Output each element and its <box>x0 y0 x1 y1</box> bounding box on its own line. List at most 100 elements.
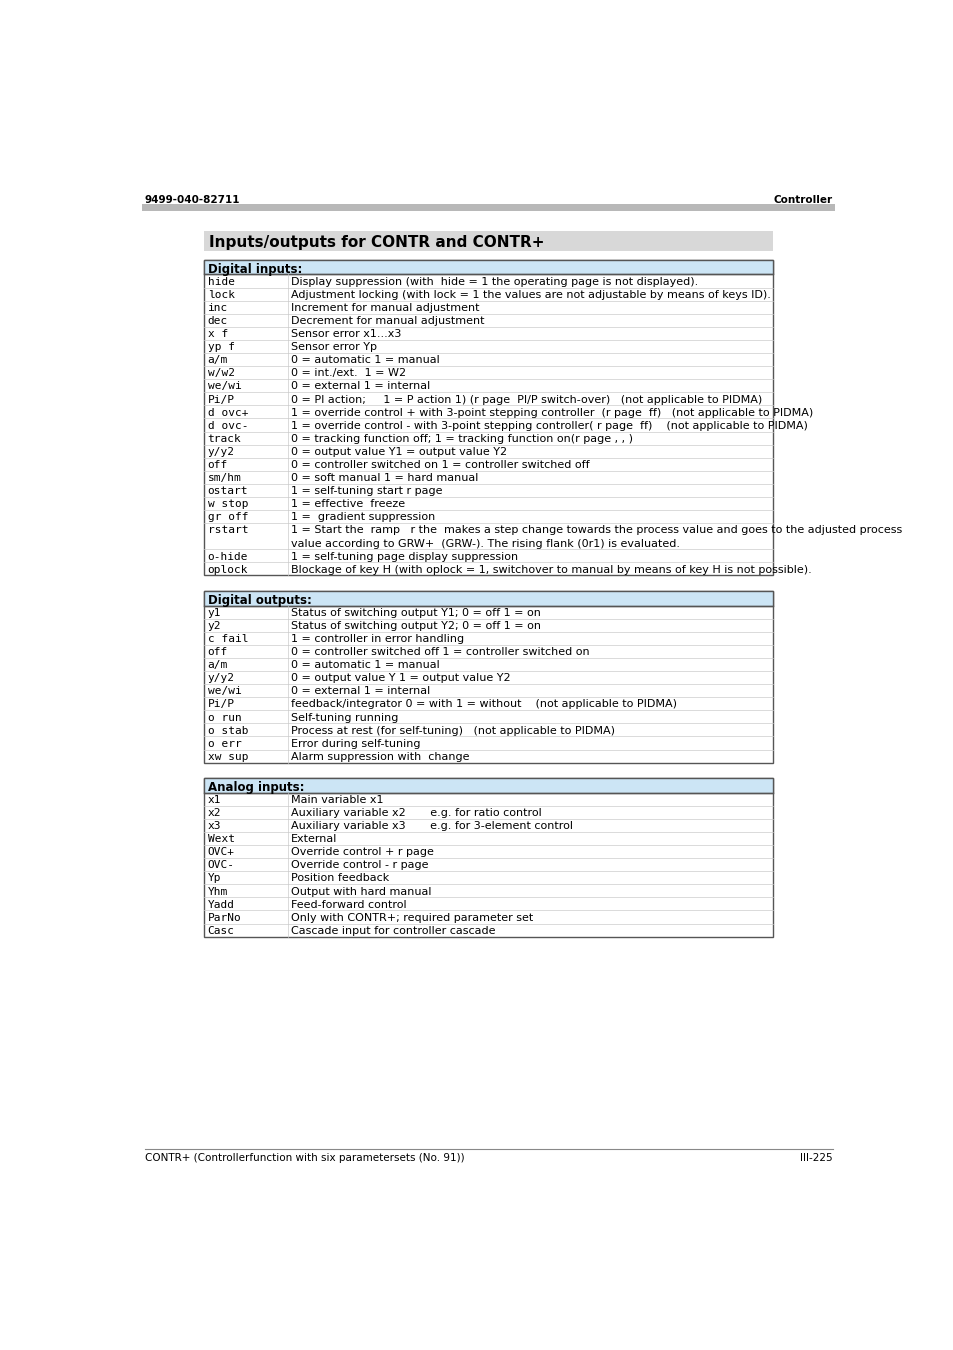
Text: o err: o err <box>208 738 241 749</box>
Text: oplock: oplock <box>208 564 248 575</box>
Text: dec: dec <box>208 316 228 325</box>
Text: OVC-: OVC- <box>208 860 234 871</box>
Text: Yadd: Yadd <box>208 899 234 910</box>
Text: Sensor error Yp: Sensor error Yp <box>291 342 376 352</box>
Text: hide: hide <box>208 277 234 286</box>
Text: w/w2: w/w2 <box>208 369 234 378</box>
Text: off: off <box>208 647 228 657</box>
Text: d ovc+: d ovc+ <box>208 408 248 417</box>
Text: Adjustment locking (with lock = 1 the values are not adjustable by means of keys: Adjustment locking (with lock = 1 the va… <box>291 290 770 300</box>
Text: sm/hm: sm/hm <box>208 472 241 483</box>
Text: Increment for manual adjustment: Increment for manual adjustment <box>291 302 479 313</box>
Text: ostart: ostart <box>208 486 248 497</box>
Bar <box>142 204 835 211</box>
Text: Wext: Wext <box>208 834 234 844</box>
Text: y2: y2 <box>208 621 221 630</box>
Text: 0 = controller switched off 1 = controller switched on: 0 = controller switched off 1 = controll… <box>291 647 589 657</box>
Text: y/y2: y/y2 <box>208 674 234 683</box>
Text: Yhm: Yhm <box>208 887 228 896</box>
Text: 0 = external 1 = internal: 0 = external 1 = internal <box>291 382 430 391</box>
Text: w stop: w stop <box>208 500 248 509</box>
Text: Display suppression (with  hide = 1 the operating page is not displayed).: Display suppression (with hide = 1 the o… <box>291 277 698 286</box>
Text: Output with hard manual: Output with hard manual <box>291 887 432 896</box>
Text: Casc: Casc <box>208 926 234 936</box>
Text: 0 = external 1 = internal: 0 = external 1 = internal <box>291 686 430 697</box>
Text: x2: x2 <box>208 809 221 818</box>
Text: Sensor error x1...x3: Sensor error x1...x3 <box>291 329 401 339</box>
Text: 0 = controller switched on 1 = controller switched off: 0 = controller switched on 1 = controlle… <box>291 460 589 470</box>
Text: o stab: o stab <box>208 726 248 736</box>
Text: 1 = override control - with 3-point stepping controller( r page  ff)    (not app: 1 = override control - with 3-point step… <box>291 421 807 431</box>
Text: c fail: c fail <box>208 634 248 644</box>
Text: Status of switching output Y1; 0 = off 1 = on: Status of switching output Y1; 0 = off 1… <box>291 608 540 618</box>
Bar <box>204 259 773 274</box>
Text: 0 = soft manual 1 = hard manual: 0 = soft manual 1 = hard manual <box>291 472 478 483</box>
Text: CONTR+ (Controllerfunction with six parametersets (No. 91)): CONTR+ (Controllerfunction with six para… <box>145 1153 464 1162</box>
Text: Decrement for manual adjustment: Decrement for manual adjustment <box>291 316 484 325</box>
Text: xw sup: xw sup <box>208 752 248 761</box>
Text: rstart: rstart <box>208 525 248 536</box>
Text: 0 = PI action;     1 = P action 1) (r page  PI/P switch-over)   (not applicable : 0 = PI action; 1 = P action 1) (r page P… <box>291 394 761 405</box>
Text: Override control + r page: Override control + r page <box>291 848 434 857</box>
Text: we/wi: we/wi <box>208 382 241 391</box>
Bar <box>204 778 773 792</box>
Text: we/wi: we/wi <box>208 686 241 697</box>
Text: a/m: a/m <box>208 355 228 366</box>
Text: 1 = effective  freeze: 1 = effective freeze <box>291 500 405 509</box>
Text: Digital inputs:: Digital inputs: <box>208 263 302 275</box>
Text: yp f: yp f <box>208 342 234 352</box>
Text: off: off <box>208 460 228 470</box>
Text: y1: y1 <box>208 608 221 618</box>
Text: Analog inputs:: Analog inputs: <box>208 782 305 794</box>
Text: 0 = output value Y 1 = output value Y2: 0 = output value Y 1 = output value Y2 <box>291 674 510 683</box>
Text: Cascade input for controller cascade: Cascade input for controller cascade <box>291 926 496 936</box>
Text: Feed-forward control: Feed-forward control <box>291 899 406 910</box>
Text: 0 = automatic 1 = manual: 0 = automatic 1 = manual <box>291 355 439 366</box>
Text: Controller: Controller <box>773 196 832 205</box>
Text: Self-tuning running: Self-tuning running <box>291 713 398 722</box>
Bar <box>204 591 773 606</box>
Bar <box>204 231 773 251</box>
Text: 1 = override control + with 3-point stepping controller  (r page  ff)   (not app: 1 = override control + with 3-point step… <box>291 408 813 417</box>
Text: a/m: a/m <box>208 660 228 670</box>
Text: 9499-040-82711: 9499-040-82711 <box>145 196 240 205</box>
Text: 1 =  gradient suppression: 1 = gradient suppression <box>291 513 435 522</box>
Text: External: External <box>291 834 337 844</box>
Text: Alarm suppression with  change: Alarm suppression with change <box>291 752 469 761</box>
Text: 1 = self-tuning page display suppression: 1 = self-tuning page display suppression <box>291 552 517 562</box>
Text: 0 = tracking function off; 1 = tracking function on(r page , , ): 0 = tracking function off; 1 = tracking … <box>291 433 633 444</box>
Text: Yp: Yp <box>208 873 221 883</box>
Text: III-225: III-225 <box>800 1153 832 1162</box>
Text: lock: lock <box>208 290 234 300</box>
Text: Inputs/outputs for CONTR and CONTR+: Inputs/outputs for CONTR and CONTR+ <box>209 235 544 250</box>
Text: Pi/P: Pi/P <box>208 394 234 405</box>
Text: OVC+: OVC+ <box>208 848 234 857</box>
Text: Pi/P: Pi/P <box>208 699 234 710</box>
Text: Error during self-tuning: Error during self-tuning <box>291 738 420 749</box>
Text: feedback/integrator 0 = with 1 = without    (not applicable to PIDMA): feedback/integrator 0 = with 1 = without… <box>291 699 677 710</box>
Text: x3: x3 <box>208 821 221 832</box>
Text: value according to GRW+  (GRW-). The rising flank (0r1) is evaluated.: value according to GRW+ (GRW-). The risi… <box>291 539 679 548</box>
Text: Position feedback: Position feedback <box>291 873 389 883</box>
Text: o run: o run <box>208 713 241 722</box>
Text: d ovc-: d ovc- <box>208 421 248 431</box>
Text: inc: inc <box>208 302 228 313</box>
Text: Digital outputs:: Digital outputs: <box>208 594 312 608</box>
Text: 0 = output value Y1 = output value Y2: 0 = output value Y1 = output value Y2 <box>291 447 507 456</box>
Text: gr off: gr off <box>208 513 248 522</box>
Text: 1 = controller in error handling: 1 = controller in error handling <box>291 634 464 644</box>
Bar <box>204 778 773 937</box>
Text: Override control - r page: Override control - r page <box>291 860 428 871</box>
Bar <box>204 259 773 575</box>
Text: x1: x1 <box>208 795 221 805</box>
Text: track: track <box>208 433 241 444</box>
Text: Auxiliary variable x3       e.g. for 3-element control: Auxiliary variable x3 e.g. for 3-element… <box>291 821 573 832</box>
Text: y/y2: y/y2 <box>208 447 234 456</box>
Text: Only with CONTR+; required parameter set: Only with CONTR+; required parameter set <box>291 913 533 923</box>
Text: x f: x f <box>208 329 228 339</box>
Text: Auxiliary variable x2       e.g. for ratio control: Auxiliary variable x2 e.g. for ratio con… <box>291 809 541 818</box>
Text: Blockage of key H (with oplock = 1, switchover to manual by means of key H is no: Blockage of key H (with oplock = 1, swit… <box>291 564 811 575</box>
Text: Process at rest (for self-tuning)   (not applicable to PIDMA): Process at rest (for self-tuning) (not a… <box>291 726 615 736</box>
Text: 0 = int./ext.  1 = W2: 0 = int./ext. 1 = W2 <box>291 369 406 378</box>
Text: Status of switching output Y2; 0 = off 1 = on: Status of switching output Y2; 0 = off 1… <box>291 621 540 630</box>
